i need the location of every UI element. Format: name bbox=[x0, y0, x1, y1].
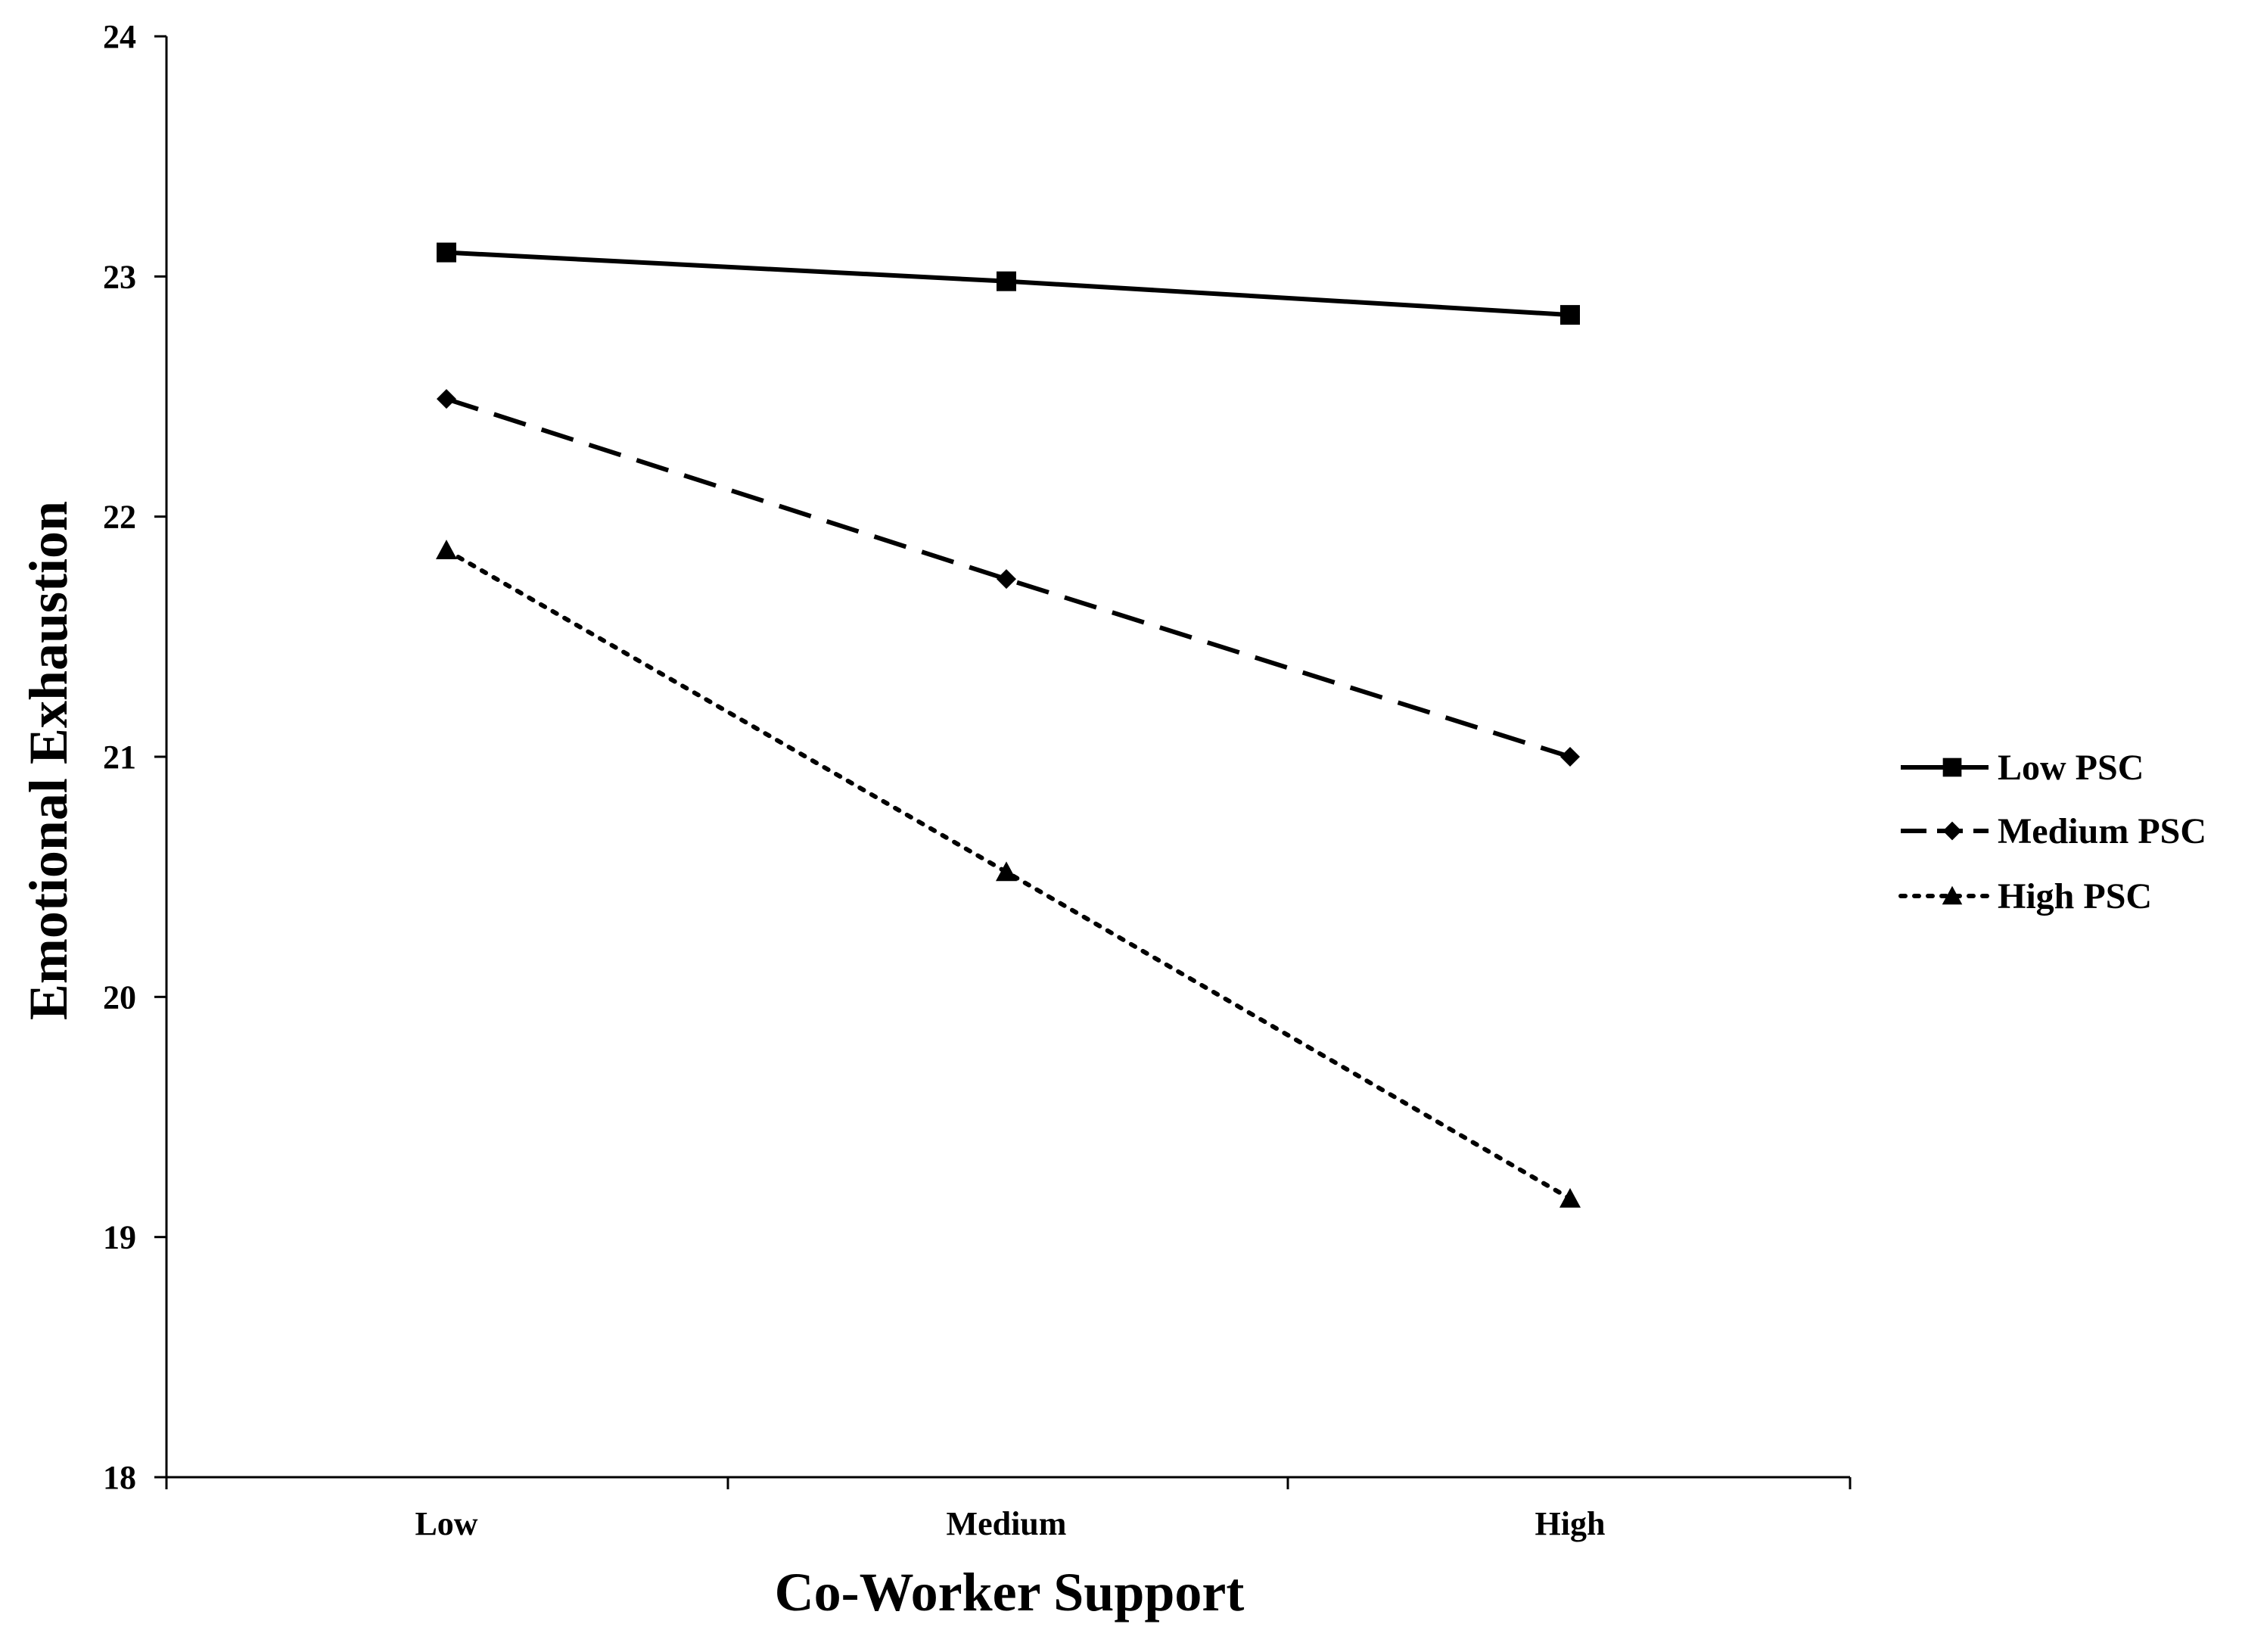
series-high-psc bbox=[436, 540, 1581, 1208]
series-low-psc bbox=[437, 242, 1580, 325]
y-tick-label: 21 bbox=[103, 739, 136, 776]
data-point-marker bbox=[437, 242, 456, 263]
legend-label: High PSC bbox=[1998, 876, 2152, 916]
legend: Low PSC Medium PSC High PSC bbox=[1898, 748, 2206, 916]
x-tick-label: High bbox=[1535, 1505, 1606, 1542]
data-point-marker bbox=[1559, 1187, 1581, 1208]
data-point-marker bbox=[997, 271, 1016, 291]
y-tick-label: 22 bbox=[103, 499, 136, 536]
x-tick-label: Low bbox=[415, 1505, 477, 1542]
axes: 18 19 20 21 22 23 24 Low Medium High bbox=[103, 18, 1852, 1542]
series-layer bbox=[436, 242, 1581, 1208]
legend-marker bbox=[1942, 758, 1962, 777]
data-point-marker bbox=[1560, 747, 1580, 767]
y-tick-label: 18 bbox=[103, 1459, 136, 1496]
x-axis-title: Co-Worker Support bbox=[775, 1562, 1245, 1622]
y-tick-label: 24 bbox=[103, 18, 136, 55]
legend-item: Low PSC bbox=[1901, 748, 2144, 788]
y-tick-label: 19 bbox=[103, 1219, 136, 1256]
legend-item: High PSC bbox=[1898, 876, 2152, 916]
y-tick-label: 23 bbox=[103, 258, 136, 295]
data-point-marker bbox=[1560, 305, 1580, 325]
data-point-marker bbox=[996, 861, 1017, 882]
y-axis-title: Emotional Exhaustion bbox=[18, 501, 79, 1020]
data-point-marker bbox=[997, 569, 1016, 590]
legend-marker bbox=[1942, 885, 1963, 905]
legend-label: Low PSC bbox=[1998, 748, 2144, 788]
y-tick-label: 20 bbox=[103, 978, 136, 1016]
series-medium-psc bbox=[437, 389, 1580, 767]
legend-item: Medium PSC bbox=[1901, 811, 2206, 851]
x-tick-label: Medium bbox=[947, 1505, 1067, 1542]
legend-marker bbox=[1942, 821, 1962, 841]
data-point-marker bbox=[437, 389, 456, 409]
legend-label: Medium PSC bbox=[1998, 811, 2206, 851]
data-point-marker bbox=[436, 540, 457, 559]
